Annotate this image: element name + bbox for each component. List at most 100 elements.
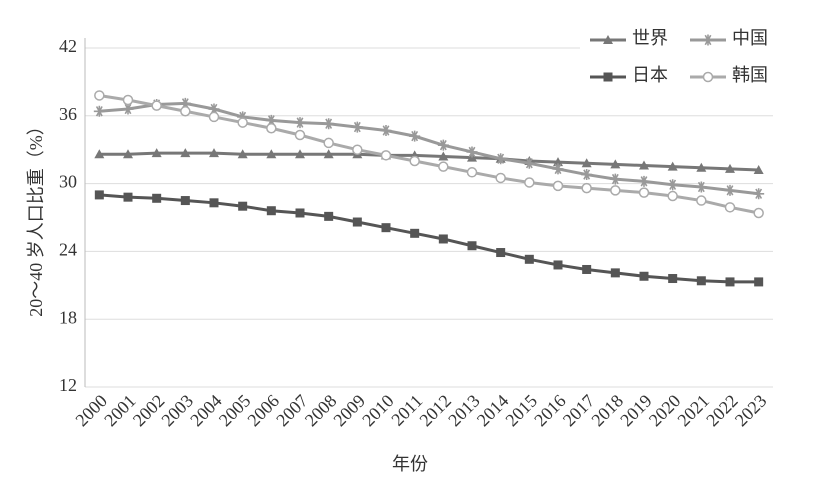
marker [553,157,563,167]
marker [295,149,305,159]
marker [753,165,764,175]
y-tick-label: 18 [59,307,77,327]
marker [380,124,392,136]
marker [208,103,220,115]
marker [466,146,478,158]
marker [180,148,191,158]
series-line [99,151,759,172]
marker [437,139,449,151]
legend-box [580,22,775,94]
marker [266,122,277,134]
marker [152,193,162,203]
marker [466,167,478,178]
marker [381,223,391,233]
marker [609,173,621,185]
marker [724,202,736,213]
marker [151,148,162,158]
marker [238,201,248,211]
marker [352,144,363,155]
marker [208,111,220,123]
marker [323,137,334,149]
marker [667,161,678,171]
marker [610,268,620,278]
marker [237,117,248,128]
y-tick-label: 36 [59,104,77,124]
marker [93,105,105,117]
marker [496,248,506,258]
marker [667,190,678,202]
marker [324,211,334,221]
marker [123,192,133,202]
marker [552,163,564,175]
y-axis-label: 20～40 岁人口比重（%） [26,117,46,317]
marker [695,181,707,193]
marker [639,271,649,281]
marker [495,153,507,165]
marker [180,196,190,206]
marker [610,185,621,196]
x-tick-label: 2023 [731,391,771,431]
marker [724,184,736,196]
marker [94,190,104,200]
x-axis-label: 年份 [392,454,428,474]
marker [122,103,134,115]
marker [581,169,593,181]
marker [122,94,134,106]
series [94,190,764,287]
marker [702,71,714,83]
marker [123,149,133,159]
marker [438,234,448,244]
marker [294,117,306,129]
marker [266,149,277,159]
marker [237,149,248,159]
marker [351,121,363,133]
marker [603,35,613,44]
marker [725,277,735,287]
marker [702,34,714,46]
marker [668,274,678,284]
marker [725,163,735,173]
series [93,97,765,200]
marker [667,179,679,191]
marker [610,159,621,169]
series-line [99,101,759,196]
marker [581,182,592,194]
marker [409,155,420,167]
marker [581,158,592,168]
marker [151,100,162,111]
series [94,148,764,175]
marker [696,276,706,286]
marker [323,149,334,159]
legend-label: 韩国 [732,65,768,85]
marker [638,175,650,187]
marker [524,177,535,188]
marker [410,228,420,238]
marker [754,277,764,287]
y-tick-label: 30 [59,172,77,192]
marker [495,172,506,184]
marker [179,97,191,109]
marker [209,198,219,208]
marker [582,264,592,274]
marker [753,207,764,219]
marker [552,180,564,192]
legend-label: 世界 [632,28,668,48]
marker [696,195,707,206]
marker [524,254,534,264]
marker [380,150,392,161]
marker [94,149,105,159]
legend-label: 中国 [732,28,768,48]
marker [753,188,765,200]
marker [180,106,191,117]
series [94,90,764,219]
marker [553,260,563,270]
legend-label: 日本 [632,65,668,85]
marker [323,118,335,130]
marker [696,162,707,172]
marker [209,148,219,158]
marker [352,217,362,227]
marker [603,72,613,82]
marker [237,111,249,123]
y-tick-label: 24 [59,240,77,260]
